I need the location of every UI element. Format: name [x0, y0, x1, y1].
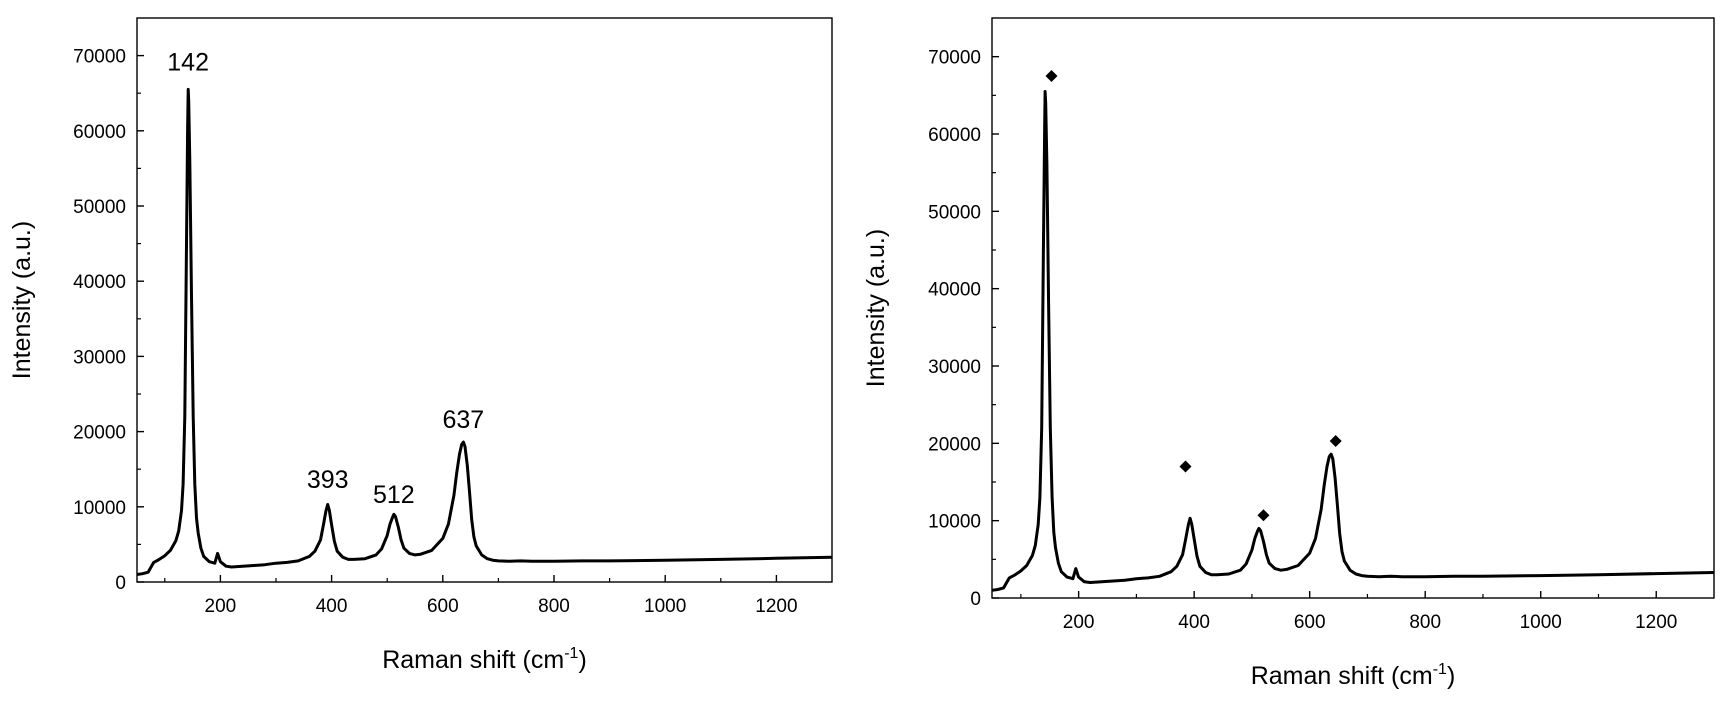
x-axis-title: Raman shift (cm-1): [1251, 661, 1456, 690]
series-line-1: [991, 90, 1715, 592]
peak-label-512: 512: [373, 481, 415, 509]
y-tick-label: 0: [115, 573, 126, 594]
y-tick-label: 30000: [73, 347, 126, 368]
x-tick-label: 400: [316, 596, 348, 617]
y-tick-label: 50000: [73, 197, 126, 218]
x-tick-label: 800: [1409, 612, 1441, 633]
chart-panel-2: 200 400 600 800 1000 1200 0 10000 20000 30000 4000…: [862, 17, 1715, 690]
y-axis-title: Intensity (a.u.): [862, 229, 890, 387]
y-tick-label: 40000: [73, 272, 126, 293]
x-tick-label: 400: [1178, 612, 1210, 633]
peak-marker-diamond-3: [1257, 509, 1270, 522]
y-tick-label: 20000: [73, 423, 126, 444]
x-tick-label: 1000: [644, 596, 686, 617]
y-tick-label: 10000: [928, 512, 981, 533]
y-tick-label: 20000: [928, 434, 981, 455]
y-tick-label: 30000: [928, 357, 981, 378]
x-tick-label: 200: [205, 596, 237, 617]
y-tick-label: 60000: [73, 122, 126, 143]
x-tick-label: 800: [538, 596, 570, 617]
peak-marker-diamond-2: [1179, 460, 1192, 473]
y-tick-label: 60000: [928, 125, 981, 146]
x-tick-label: 1200: [1635, 612, 1677, 633]
y-tick-label: 40000: [928, 280, 981, 301]
peak-label-637: 637: [443, 406, 485, 434]
plot-frame: [991, 17, 1715, 599]
y-tick-label: 0: [970, 589, 981, 610]
y-tick-label: 50000: [928, 202, 981, 223]
x-tick-label: 1000: [1520, 612, 1562, 633]
peak-marker-diamond-4: [1329, 435, 1342, 448]
y-tick-label: 70000: [928, 48, 981, 69]
x-tick-label: 600: [427, 596, 459, 617]
x-tick-label: 200: [1063, 612, 1095, 633]
x-tick-label: 600: [1294, 612, 1326, 633]
peak-label-393: 393: [307, 466, 349, 494]
y-tick-label: 10000: [73, 498, 126, 519]
peak-label-142: 142: [167, 49, 209, 77]
x-axis-title: Raman shift (cm-1): [382, 645, 587, 674]
x-tick-label: 1200: [755, 596, 797, 617]
peak-marker-diamond-1: [1045, 70, 1058, 82]
y-tick-label: 70000: [73, 47, 126, 68]
chart-panel-1: 200 400 600 800 1000 1200 0 10000 20000 30000 4000…: [8, 17, 833, 674]
series-line-1: [136, 87, 833, 576]
plot-frame: [136, 17, 833, 583]
y-axis-title: Intensity (a.u.): [8, 221, 36, 379]
